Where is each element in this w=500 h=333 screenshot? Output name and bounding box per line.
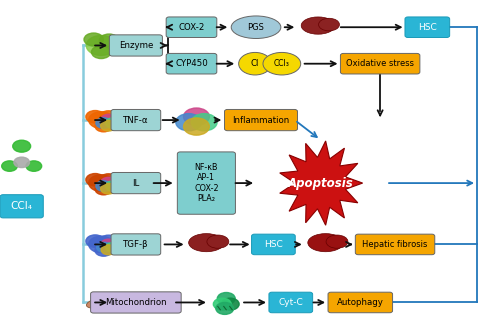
- Circle shape: [13, 140, 30, 152]
- Circle shape: [100, 34, 119, 47]
- FancyBboxPatch shape: [340, 53, 420, 74]
- Text: TGF-β: TGF-β: [123, 240, 148, 249]
- Circle shape: [216, 302, 234, 314]
- Circle shape: [184, 108, 210, 125]
- FancyBboxPatch shape: [110, 35, 162, 56]
- Circle shape: [98, 111, 118, 124]
- Circle shape: [106, 181, 122, 191]
- FancyBboxPatch shape: [111, 234, 160, 255]
- Circle shape: [88, 236, 114, 253]
- Circle shape: [100, 114, 116, 125]
- Text: COX-2: COX-2: [178, 23, 204, 32]
- FancyBboxPatch shape: [111, 172, 160, 194]
- Text: Autophagy: Autophagy: [337, 298, 384, 307]
- Circle shape: [101, 239, 116, 249]
- Text: NF-κB
AP-1
COX-2
PLA₂: NF-κB AP-1 COX-2 PLA₂: [194, 163, 218, 203]
- Text: TNF-α: TNF-α: [123, 116, 148, 125]
- Circle shape: [84, 33, 103, 46]
- Circle shape: [98, 235, 118, 248]
- FancyBboxPatch shape: [90, 292, 181, 313]
- Ellipse shape: [188, 234, 224, 252]
- Circle shape: [214, 298, 231, 310]
- Ellipse shape: [231, 16, 281, 39]
- Circle shape: [95, 183, 112, 195]
- Ellipse shape: [318, 18, 340, 31]
- Circle shape: [101, 245, 116, 255]
- Circle shape: [100, 121, 116, 131]
- Circle shape: [92, 46, 111, 59]
- Text: Enzyme: Enzyme: [118, 41, 153, 50]
- Circle shape: [184, 118, 210, 135]
- Circle shape: [95, 120, 112, 132]
- Text: Cyt-C: Cyt-C: [278, 298, 303, 307]
- Circle shape: [96, 181, 112, 191]
- Text: Hepatic fibrosis: Hepatic fibrosis: [362, 240, 428, 249]
- Text: HSC: HSC: [264, 240, 283, 249]
- FancyBboxPatch shape: [166, 17, 217, 38]
- Circle shape: [2, 161, 18, 171]
- Circle shape: [106, 118, 122, 128]
- Circle shape: [218, 292, 235, 304]
- Circle shape: [176, 114, 202, 131]
- Circle shape: [100, 177, 116, 188]
- Circle shape: [100, 183, 116, 194]
- FancyBboxPatch shape: [252, 234, 296, 255]
- Text: Cl: Cl: [251, 59, 259, 68]
- Circle shape: [26, 161, 42, 171]
- Circle shape: [88, 175, 114, 191]
- Ellipse shape: [326, 235, 348, 248]
- Text: IL: IL: [132, 178, 140, 187]
- FancyBboxPatch shape: [111, 110, 160, 131]
- Text: CCl₄: CCl₄: [10, 201, 32, 211]
- Circle shape: [222, 298, 239, 310]
- FancyBboxPatch shape: [0, 195, 44, 218]
- Ellipse shape: [263, 52, 300, 75]
- Text: Mitochondrion: Mitochondrion: [105, 298, 166, 307]
- Polygon shape: [280, 141, 362, 225]
- Text: CYP450: CYP450: [175, 59, 208, 68]
- Ellipse shape: [308, 234, 344, 252]
- Circle shape: [106, 242, 120, 252]
- FancyBboxPatch shape: [166, 53, 217, 74]
- Text: Apoptosis: Apoptosis: [288, 176, 354, 189]
- Circle shape: [86, 111, 104, 123]
- Circle shape: [96, 118, 112, 128]
- Circle shape: [88, 112, 114, 128]
- Circle shape: [86, 173, 104, 186]
- Text: PGS: PGS: [248, 23, 264, 32]
- FancyBboxPatch shape: [269, 292, 312, 313]
- FancyBboxPatch shape: [356, 234, 435, 255]
- Ellipse shape: [301, 17, 335, 34]
- FancyBboxPatch shape: [328, 292, 392, 313]
- Ellipse shape: [86, 297, 116, 308]
- Circle shape: [96, 242, 112, 252]
- Text: HSC: HSC: [418, 23, 436, 32]
- Ellipse shape: [207, 235, 229, 248]
- Ellipse shape: [238, 52, 272, 75]
- FancyBboxPatch shape: [405, 17, 450, 38]
- Circle shape: [86, 235, 104, 247]
- Circle shape: [95, 245, 112, 256]
- Text: CCl₃: CCl₃: [274, 59, 290, 68]
- Text: Oxidative stress: Oxidative stress: [346, 59, 414, 68]
- FancyBboxPatch shape: [178, 152, 236, 214]
- Circle shape: [98, 174, 118, 187]
- Circle shape: [192, 114, 217, 131]
- Circle shape: [86, 36, 116, 55]
- FancyBboxPatch shape: [224, 110, 298, 131]
- Circle shape: [14, 157, 30, 167]
- Text: Inflammation: Inflammation: [232, 116, 289, 125]
